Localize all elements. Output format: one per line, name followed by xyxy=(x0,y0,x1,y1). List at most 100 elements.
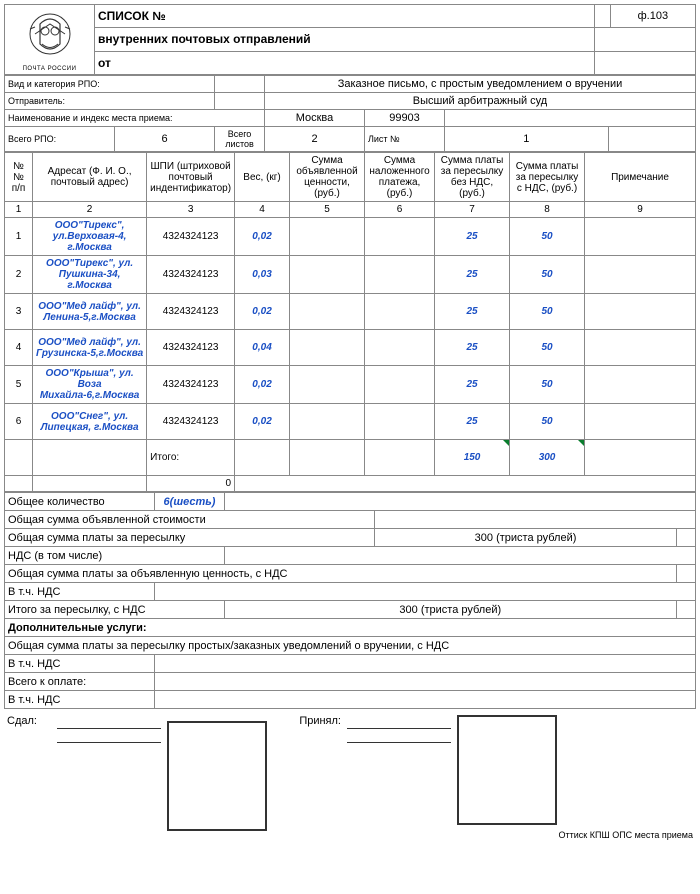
kind-value: Заказное письмо, с простым уведомлением … xyxy=(265,76,696,93)
label-qty: Общее количество xyxy=(5,493,155,511)
label-nds-incl: НДС (в том числе) xyxy=(5,547,225,565)
label-vtch-nds-1: В т.ч. НДС xyxy=(5,583,155,601)
table-row: 3ООО"Мед лайф", ул. Ленина-5,г.Москва432… xyxy=(5,294,696,330)
total-p8: 300 xyxy=(510,440,585,476)
col-8: Сумма платы за пересылку с НДС, (руб.) xyxy=(510,153,585,202)
label-itogo: Итого: xyxy=(147,440,235,476)
stamp-caption: Оттиск КПШ ОПС места приема xyxy=(457,830,693,840)
row-addr: ООО"Снег", ул. Липецкая, г.Москва xyxy=(33,404,147,440)
row-num: 4 xyxy=(5,330,33,366)
row-c6 xyxy=(365,218,435,256)
sum-ship-value: 300 (триста рублей) xyxy=(375,529,676,547)
place-index: 99903 xyxy=(365,110,445,127)
row-num: 6 xyxy=(5,404,33,440)
col-4: Вес, (кг) xyxy=(235,153,290,202)
row-p7: 25 xyxy=(435,366,510,404)
summary-table: Общее количество 6(шесть) Общая сумма об… xyxy=(4,492,696,709)
label-kind: Вид и категория РПО: xyxy=(5,76,215,93)
colnum: 4 xyxy=(235,202,290,218)
row-shpi: 4324324123 xyxy=(147,218,235,256)
label-addl: Дополнительные услуги: xyxy=(5,619,696,637)
col-3: ШПИ (штриховой почтовый индентификатор) xyxy=(147,153,235,202)
label-sdal: Сдал: xyxy=(4,713,54,842)
row-c6 xyxy=(365,366,435,404)
logo-cell: ПОЧТА РОССИИ xyxy=(5,5,95,75)
row-p7: 25 xyxy=(435,404,510,440)
row-p7: 25 xyxy=(435,256,510,294)
main-table: №№ п/п Адресат (Ф. И. О., почтовый адрес… xyxy=(4,152,696,492)
post-russia-logo xyxy=(20,9,80,64)
row-shpi: 4324324123 xyxy=(147,256,235,294)
form-code: ф.103 xyxy=(610,5,695,28)
row-c9 xyxy=(585,218,696,256)
total-p7: 150 xyxy=(435,440,510,476)
row-p7: 25 xyxy=(435,330,510,366)
row-c6 xyxy=(365,256,435,294)
colnum: 7 xyxy=(435,202,510,218)
label-total-sheets: Всего листов xyxy=(215,127,265,152)
label-place: Наименование и индекс места приема: xyxy=(5,110,265,127)
label-sheet-no: Лист № xyxy=(365,127,445,152)
zero: 0 xyxy=(147,476,235,492)
prinyal-box: Оттиск КПШ ОПС места приема xyxy=(454,713,696,842)
row-c9 xyxy=(585,256,696,294)
qty-value: 6(шесть) xyxy=(155,493,225,511)
row-c9 xyxy=(585,294,696,330)
label-prinyal: Принял: xyxy=(274,713,344,842)
row-c9 xyxy=(585,366,696,404)
label-sum-ship: Общая сумма платы за пересылку xyxy=(5,529,375,547)
row-c6 xyxy=(365,294,435,330)
row-shpi: 4324324123 xyxy=(147,330,235,366)
col-9: Примечание xyxy=(585,153,696,202)
row-c5 xyxy=(290,256,365,294)
row-p8: 50 xyxy=(510,366,585,404)
table-row: 1ООО"Тирекс", ул.Верховая-4, г.Москва432… xyxy=(5,218,696,256)
col-5: Сумма объявленной ценности, (руб.) xyxy=(290,153,365,202)
subtitle-2: от xyxy=(95,51,595,74)
row-addr: ООО"Мед лайф", ул. Ленина-5,г.Москва xyxy=(33,294,147,330)
header-table: ПОЧТА РОССИИ СПИСОК № ф.103 внутренних п… xyxy=(4,4,696,75)
label-vtch-nds-2: В т.ч. НДС xyxy=(5,655,155,673)
table-row: 6ООО"Снег", ул. Липецкая, г.Москва432432… xyxy=(5,404,696,440)
row-c5 xyxy=(290,366,365,404)
info-table: Вид и категория РПО: Заказное письмо, с … xyxy=(4,75,696,152)
place-city: Москва xyxy=(265,110,365,127)
colnum: 6 xyxy=(365,202,435,218)
row-weight: 0,02 xyxy=(235,294,290,330)
col-1: №№ п/п xyxy=(5,153,33,202)
table-row: 5ООО"Крыша", ул. Воза Михайла-6,г.Москва… xyxy=(5,366,696,404)
col-2: Адресат (Ф. И. О., почтовый адрес) xyxy=(33,153,147,202)
row-shpi: 4324324123 xyxy=(147,366,235,404)
row-c5 xyxy=(290,330,365,366)
label-total-pay: Всего к оплате: xyxy=(5,673,155,691)
row-weight: 0,03 xyxy=(235,256,290,294)
row-c5 xyxy=(290,404,365,440)
row-c6 xyxy=(365,330,435,366)
col-7: Сумма платы за пересылку без НДС, (руб.) xyxy=(435,153,510,202)
itogo-ship-nds-value: 300 (триста рублей) xyxy=(225,601,677,619)
sdal-box xyxy=(164,713,274,842)
row-weight: 0,04 xyxy=(235,330,290,366)
label-sum-decl-nds: Общая сумма платы за объявленную ценност… xyxy=(5,565,677,583)
row-p8: 50 xyxy=(510,218,585,256)
colnum: 9 xyxy=(585,202,696,218)
row-p8: 50 xyxy=(510,256,585,294)
colnum: 2 xyxy=(33,202,147,218)
colnum: 5 xyxy=(290,202,365,218)
col-6: Сумма наложенного платежа, (руб.) xyxy=(365,153,435,202)
row-c5 xyxy=(290,294,365,330)
row-p8: 50 xyxy=(510,404,585,440)
row-num: 3 xyxy=(5,294,33,330)
label-vtch-nds-3: В т.ч. НДС xyxy=(5,691,155,709)
row-p7: 25 xyxy=(435,294,510,330)
row-addr: ООО"Крыша", ул. Воза Михайла-6,г.Москва xyxy=(33,366,147,404)
total-rpo: 6 xyxy=(115,127,215,152)
label-sum-notif: Общая сумма платы за пересылку простых/з… xyxy=(5,637,696,655)
row-num: 5 xyxy=(5,366,33,404)
label-itogo-ship-nds: Итого за пересылку, с НДС xyxy=(5,601,225,619)
row-shpi: 4324324123 xyxy=(147,294,235,330)
row-p8: 50 xyxy=(510,294,585,330)
colnum: 8 xyxy=(510,202,585,218)
row-p8: 50 xyxy=(510,330,585,366)
table-row: 4ООО"Мед лайф", ул. Грузинска-5,г.Москва… xyxy=(5,330,696,366)
